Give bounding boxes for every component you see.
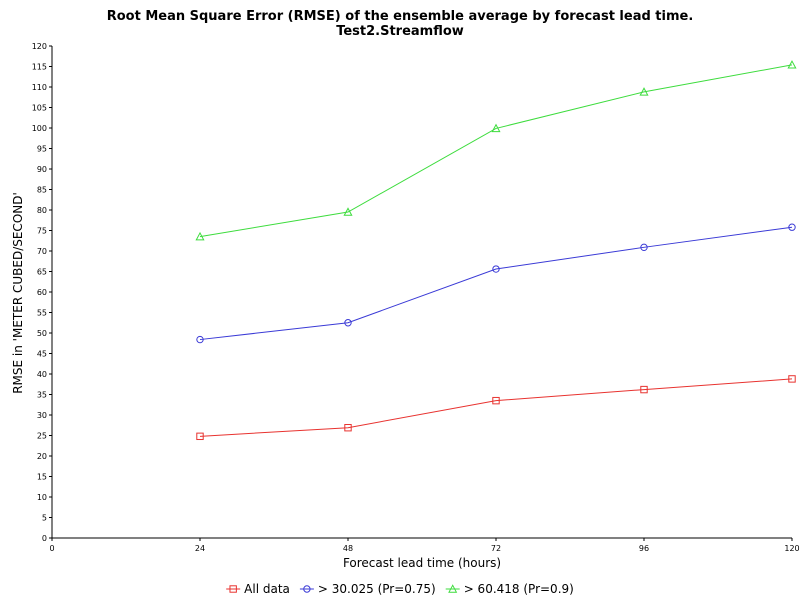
x-tick-label: 0 <box>49 544 54 553</box>
chart-subtitle: Test2.Streamflow <box>336 24 464 39</box>
y-tick-label: 115 <box>32 63 47 72</box>
y-tick-label: 120 <box>32 42 47 51</box>
y-tick-label: 20 <box>37 452 47 461</box>
series-1 <box>196 375 796 441</box>
data-point <box>788 375 796 383</box>
x-tick-label: 120 <box>784 544 799 553</box>
y-tick-label: 45 <box>37 350 47 359</box>
data-point <box>343 207 353 216</box>
y-tick-label: 50 <box>37 329 47 338</box>
x-tick-label: 24 <box>195 544 205 553</box>
data-point <box>491 123 501 133</box>
x-axis-label: Forecast lead time (hours) <box>343 556 501 570</box>
x-tick-label: 48 <box>343 544 353 553</box>
x-tick-label: 72 <box>491 544 501 553</box>
y-tick-label: 35 <box>37 391 47 400</box>
legend-label: > 60.418 (Pr=0.9) <box>464 582 574 596</box>
data-point <box>196 432 204 441</box>
y-tick-label: 105 <box>32 104 47 113</box>
data-point <box>492 265 500 273</box>
series-3 <box>195 60 797 241</box>
series-line <box>199 226 793 341</box>
data-point <box>492 396 500 405</box>
legend-item-3: > 60.418 (Pr=0.9) <box>445 582 574 596</box>
y-tick-label: 5 <box>42 514 47 523</box>
y-axis-label: RMSE in 'METER CUBED/SECOND' <box>11 192 25 394</box>
data-point <box>195 231 205 241</box>
y-tick-label: 0 <box>42 534 47 543</box>
legend: All data > 30.025 (Pr=0.75) > 60.418 (Pr=0… <box>226 582 574 596</box>
data-point <box>788 223 796 231</box>
x-tick-label: 96 <box>639 544 649 553</box>
y-tick-label: 75 <box>37 227 47 236</box>
series-layer <box>195 60 797 441</box>
y-tick-label: 55 <box>37 309 47 318</box>
legend-label: > 30.025 (Pr=0.75) <box>318 582 436 596</box>
chart-title: Root Mean Square Error (RMSE) of the ens… <box>107 9 694 24</box>
data-point <box>787 60 797 69</box>
axes: 0 5 10 15 20 25 30 35 40 45 50 55 60 65 70 75 80 85 90 95 10… <box>32 42 800 553</box>
series-line <box>199 64 793 238</box>
data-point <box>344 319 352 327</box>
y-tick-label: 25 <box>37 432 47 441</box>
y-tick-label: 80 <box>37 206 47 215</box>
data-point <box>640 385 648 394</box>
series-2 <box>196 223 796 344</box>
legend-label: All data <box>244 582 290 596</box>
legend-item-2: > 30.025 (Pr=0.75) <box>299 582 436 596</box>
y-tick-label: 100 <box>32 124 47 133</box>
data-point <box>640 243 648 252</box>
y-tick-label: 30 <box>37 411 47 420</box>
legend-item-1: All data <box>226 582 290 596</box>
y-tick-label: 10 <box>37 493 47 502</box>
y-tick-label: 95 <box>37 145 47 154</box>
y-tick-label: 110 <box>32 83 47 92</box>
y-tick-label: 15 <box>37 473 47 482</box>
data-point <box>639 87 649 96</box>
y-tick-label: 85 <box>37 186 47 195</box>
data-point <box>344 424 352 432</box>
y-tick-label: 70 <box>37 247 47 256</box>
y-tick-label: 60 <box>37 288 47 297</box>
data-point <box>196 335 204 344</box>
y-tick-label: 40 <box>37 370 47 379</box>
series-line <box>199 378 793 437</box>
y-tick-label: 65 <box>37 268 47 277</box>
y-tick-label: 90 <box>37 165 47 174</box>
